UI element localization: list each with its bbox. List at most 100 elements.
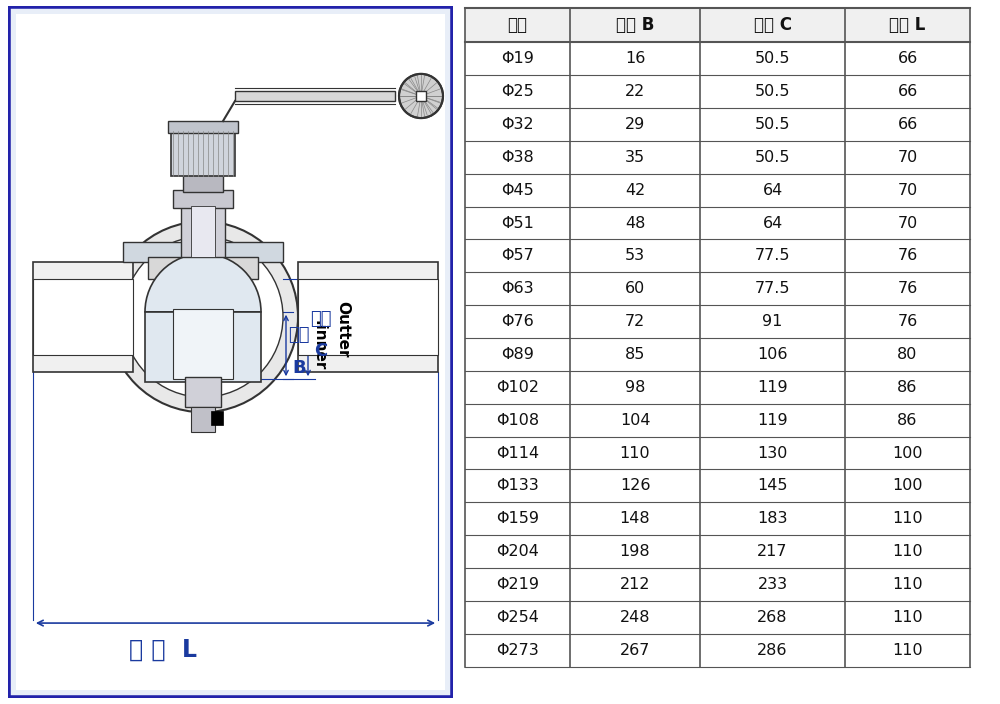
Text: 248: 248	[620, 610, 650, 625]
Text: 110: 110	[892, 544, 923, 559]
Bar	[33, 279, 133, 355]
Text: 50.5: 50.5	[755, 150, 790, 165]
Bar	[181, 206, 225, 257]
Text: 长 度  L: 长 度 L	[129, 639, 197, 662]
Text: 145: 145	[757, 479, 788, 494]
Text: 42: 42	[625, 183, 645, 198]
Bar	[171, 131, 235, 176]
Text: 233: 233	[757, 577, 788, 592]
Text: 48: 48	[625, 215, 645, 231]
Text: Φ57: Φ57	[501, 249, 534, 263]
Text: Φ89: Φ89	[501, 347, 534, 362]
Text: Φ133: Φ133	[496, 479, 539, 494]
Text: 53: 53	[625, 249, 645, 263]
Text: 77.5: 77.5	[755, 249, 790, 263]
Text: 110: 110	[892, 610, 923, 625]
Text: 64: 64	[762, 183, 783, 198]
Text: 长度 L: 长度 L	[889, 16, 926, 34]
Text: 267: 267	[620, 643, 650, 658]
Bar	[191, 206, 215, 257]
Text: 76: 76	[897, 314, 918, 329]
Text: Φ204: Φ204	[496, 544, 539, 559]
Text: 119: 119	[757, 380, 788, 395]
Text: Φ25: Φ25	[501, 84, 534, 99]
Bar	[173, 190, 233, 208]
Text: 70: 70	[897, 183, 918, 198]
Bar	[123, 241, 283, 262]
Text: 22: 22	[625, 84, 645, 99]
Text: Φ273: Φ273	[496, 643, 539, 658]
Text: 106: 106	[757, 347, 788, 362]
Text: 148: 148	[620, 511, 650, 527]
Text: 217: 217	[757, 544, 788, 559]
Text: 50.5: 50.5	[755, 117, 790, 132]
Text: Φ32: Φ32	[501, 117, 534, 132]
Text: 110: 110	[892, 511, 923, 527]
Text: Φ219: Φ219	[496, 577, 539, 592]
Text: B: B	[292, 358, 306, 377]
Text: 规格: 规格	[508, 16, 528, 34]
Text: Φ51: Φ51	[501, 215, 534, 231]
Bar	[173, 309, 233, 379]
Text: Φ76: Φ76	[501, 314, 534, 329]
Text: 60: 60	[625, 282, 645, 296]
Text: C: C	[314, 342, 328, 360]
Bar	[235, 91, 395, 101]
Text: Φ114: Φ114	[496, 446, 539, 460]
Bar	[416, 91, 426, 101]
Circle shape	[123, 237, 283, 397]
Text: 110: 110	[620, 446, 650, 460]
Text: 100: 100	[892, 479, 923, 494]
Text: Φ45: Φ45	[501, 183, 534, 198]
Text: 91: 91	[762, 314, 783, 329]
Text: 内径: 内径	[288, 327, 310, 344]
Text: 66: 66	[897, 51, 918, 66]
Text: 183: 183	[757, 511, 788, 527]
Text: Outter: Outter	[336, 301, 351, 357]
Text: .inner: .inner	[312, 320, 326, 371]
Text: 130: 130	[757, 446, 788, 460]
Text: 72: 72	[625, 314, 645, 329]
Text: 70: 70	[897, 215, 918, 231]
Text: 198: 198	[620, 544, 650, 559]
Text: 119: 119	[757, 413, 788, 428]
Text: 76: 76	[897, 282, 918, 296]
Text: Φ102: Φ102	[496, 380, 539, 395]
Text: 286: 286	[757, 643, 788, 658]
Text: 104: 104	[620, 413, 650, 428]
Bar	[298, 279, 438, 355]
Text: 212: 212	[620, 577, 650, 592]
Bar	[168, 121, 238, 133]
Text: 50.5: 50.5	[755, 51, 790, 66]
Bar	[298, 262, 438, 372]
Text: 86: 86	[897, 413, 918, 428]
Text: Φ63: Φ63	[501, 282, 534, 296]
Text: Φ159: Φ159	[496, 511, 539, 527]
Text: Φ108: Φ108	[496, 413, 539, 428]
Text: 29: 29	[625, 117, 645, 132]
Text: 16: 16	[625, 51, 645, 66]
Bar	[148, 257, 258, 279]
Circle shape	[399, 74, 443, 118]
Text: 64: 64	[762, 215, 783, 231]
Wedge shape	[145, 253, 261, 312]
Text: 80: 80	[897, 347, 918, 362]
Text: 卡盘 C: 卡盘 C	[754, 16, 792, 34]
Bar	[465, 8, 970, 42]
Bar	[145, 312, 261, 382]
Text: 66: 66	[897, 117, 918, 132]
Text: 98: 98	[625, 380, 645, 395]
Text: Φ254: Φ254	[496, 610, 539, 625]
Text: 76: 76	[897, 249, 918, 263]
Text: 86: 86	[897, 380, 918, 395]
Text: 126: 126	[620, 479, 650, 494]
Text: 100: 100	[892, 446, 923, 460]
Text: 66: 66	[897, 84, 918, 99]
Text: 卡盘: 卡盘	[310, 310, 332, 328]
Bar	[183, 175, 223, 192]
Text: 268: 268	[757, 610, 788, 625]
Text: 110: 110	[892, 577, 923, 592]
Bar	[191, 407, 215, 432]
Text: 85: 85	[625, 347, 645, 362]
Text: 50.5: 50.5	[755, 84, 790, 99]
